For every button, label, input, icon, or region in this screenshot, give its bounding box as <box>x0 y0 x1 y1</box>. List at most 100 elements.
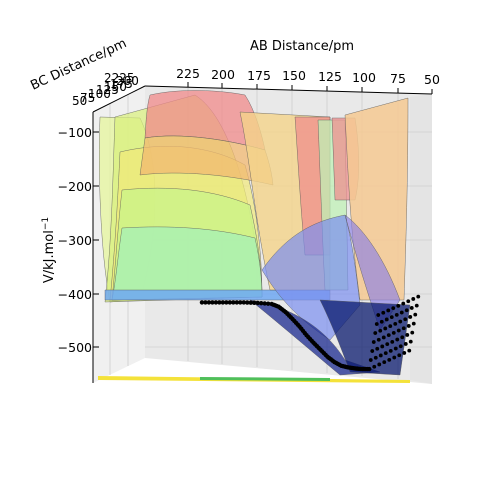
trajectory-point <box>248 300 253 305</box>
trajectory-point <box>403 317 408 322</box>
y-tick-label: 125 <box>96 83 119 97</box>
trajectory-point <box>406 324 411 328</box>
z-axis-ticks <box>93 131 99 348</box>
trajectory-point <box>388 324 393 329</box>
trajectory-point <box>351 366 356 371</box>
trajectory-point <box>373 331 378 335</box>
trajectory-point <box>376 337 381 342</box>
trajectory-point <box>375 346 380 351</box>
trajectory-point <box>372 364 377 369</box>
trajectory-point <box>404 308 409 313</box>
x-tick-label: 50 <box>424 72 440 87</box>
trajectory-point <box>414 303 419 308</box>
trajectory-point <box>199 300 205 305</box>
trajectory-point <box>255 300 260 306</box>
trajectory-point <box>388 348 393 353</box>
trajectory-point <box>217 300 222 305</box>
trajectory-point <box>330 358 335 363</box>
z-axis-title: V/kJ.mol−1 <box>41 217 57 283</box>
trajectory-point <box>265 301 271 306</box>
trajectory-points <box>199 294 421 372</box>
trajectory-point <box>344 364 349 370</box>
x-tick-label: 175 <box>247 68 271 83</box>
trajectory-point <box>302 330 307 336</box>
trajectory-point <box>398 344 403 349</box>
trajectory-point <box>399 310 404 315</box>
trajectory-point <box>398 319 403 324</box>
trajectory-point <box>386 333 391 338</box>
trajectory-point <box>393 346 398 351</box>
trajectory-point <box>406 299 411 304</box>
trajectory-point <box>411 321 416 326</box>
surface <box>99 90 411 376</box>
trajectory-point <box>400 335 405 340</box>
trajectory-point <box>402 351 407 355</box>
trajectory-point <box>309 338 314 344</box>
trajectory-point <box>220 300 226 305</box>
trajectory-point <box>397 353 402 358</box>
trajectory-point <box>213 300 219 305</box>
x-tick-label: 200 <box>211 67 235 82</box>
floor-contours <box>98 376 410 383</box>
y-tick-label: 50 <box>72 94 87 108</box>
z-tick-labels: −100 −200 −300 −400 −500 <box>58 125 92 355</box>
x-axis-ticks <box>187 82 433 94</box>
trajectory-point <box>407 348 412 353</box>
y-tick-label: 100 <box>88 87 111 101</box>
trajectory-point <box>401 301 406 306</box>
trajectory-point <box>413 312 418 317</box>
trajectory-point <box>337 362 342 368</box>
y-tick-label: 150 <box>104 80 127 94</box>
trajectory-point <box>245 300 250 305</box>
x-tick-label: 125 <box>318 69 342 84</box>
z-axis-title-base: V/kJ.mol <box>42 230 57 283</box>
trajectory-point <box>323 352 328 358</box>
y-tick-label: 75 <box>80 91 95 105</box>
trajectory-point <box>410 330 415 335</box>
trajectory-point <box>378 353 383 358</box>
trajectory-point <box>381 335 386 340</box>
trajectory-point <box>385 342 390 347</box>
z-tick-label: −500 <box>58 340 92 355</box>
trajectory-point <box>227 300 233 305</box>
z-tick-label: −300 <box>58 233 92 248</box>
trajectory-point <box>394 312 399 317</box>
trajectory-point <box>408 339 413 344</box>
trajectory-point <box>408 315 413 319</box>
trajectory-point <box>381 310 386 315</box>
z-axis-title-sup: −1 <box>41 217 51 230</box>
trajectory-point <box>316 345 321 351</box>
trajectory-point <box>234 300 239 305</box>
trajectory-point <box>383 351 388 356</box>
trajectory-point <box>295 322 300 327</box>
trajectory-point <box>380 344 385 349</box>
trajectory-point <box>377 362 382 367</box>
right-pane <box>410 94 432 384</box>
trajectory-point <box>262 301 267 306</box>
x-tick-label: 225 <box>176 66 200 81</box>
trajectory-point <box>288 315 294 320</box>
floor-contour-green <box>200 377 330 381</box>
trajectory-point <box>416 294 421 299</box>
y-tick-label: 200 <box>116 74 139 88</box>
trajectory-point <box>210 300 215 305</box>
trajectory-point <box>386 308 391 313</box>
trajectory-point <box>390 339 395 344</box>
x-tick-label: 75 <box>390 71 406 86</box>
trajectory-point <box>373 355 378 360</box>
trajectory-point <box>391 330 396 335</box>
trajectory-point <box>379 319 384 324</box>
surface-sheet-5 <box>111 226 263 301</box>
trajectory-point <box>224 300 229 305</box>
trajectory-point <box>378 328 383 333</box>
trajectory-point <box>376 313 381 317</box>
trajectory-point <box>367 367 372 371</box>
trajectory-point <box>259 300 264 306</box>
trajectory-point <box>374 322 379 326</box>
trajectory-point <box>391 306 396 311</box>
x-tick-label: 100 <box>352 70 376 85</box>
trajectory-point <box>358 366 363 372</box>
trajectory-point <box>403 342 408 346</box>
y-tick-label: 175 <box>110 77 133 91</box>
axis-lines <box>92 85 433 383</box>
